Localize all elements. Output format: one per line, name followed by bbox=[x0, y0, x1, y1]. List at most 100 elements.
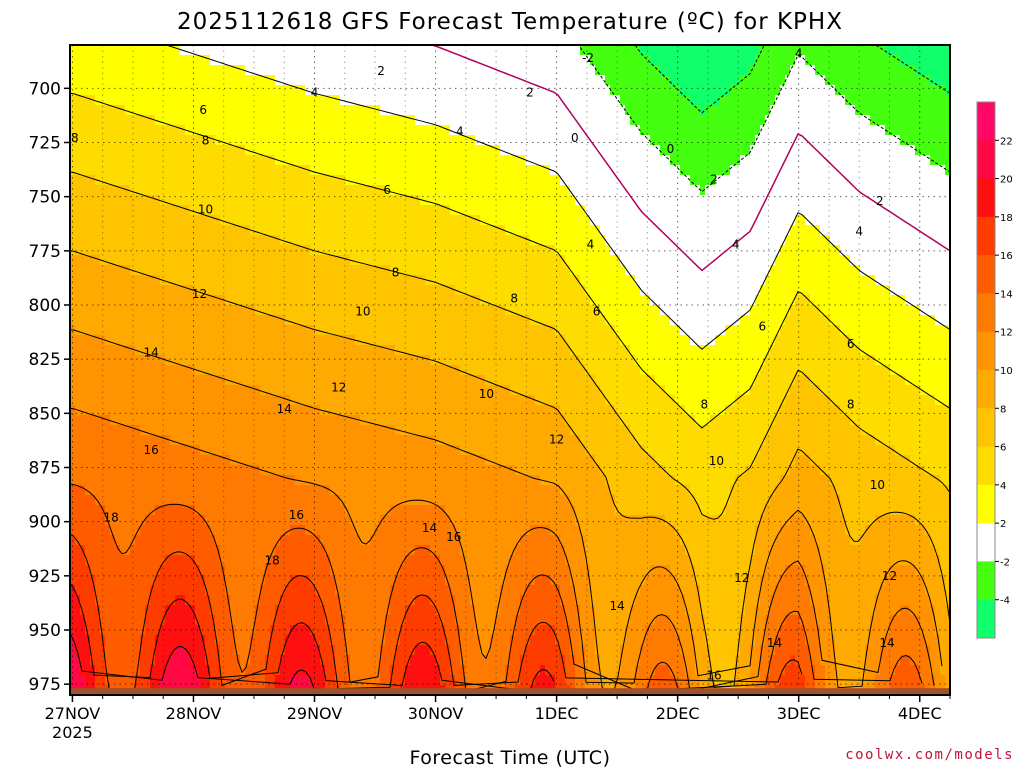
temperature-cell bbox=[180, 245, 186, 256]
temperature-cell bbox=[225, 545, 231, 556]
temperature-cell bbox=[135, 365, 141, 376]
temperature-cell bbox=[185, 515, 191, 526]
temperature-cell bbox=[315, 125, 321, 136]
temperature-cell bbox=[175, 605, 181, 616]
temperature-cell bbox=[395, 155, 401, 166]
temperature-cell bbox=[345, 675, 351, 686]
temperature-cell bbox=[265, 95, 271, 106]
temperature-cell bbox=[315, 345, 321, 356]
temperature-cell bbox=[310, 345, 316, 356]
temperature-cell bbox=[360, 585, 366, 596]
temperature-cell bbox=[370, 215, 376, 226]
temperature-cell bbox=[430, 255, 436, 266]
temperature-cell bbox=[300, 315, 306, 326]
temperature-cell bbox=[370, 235, 376, 246]
temperature-cell bbox=[80, 285, 86, 296]
temperature-cell bbox=[450, 185, 456, 196]
temperature-cell bbox=[260, 135, 266, 146]
temperature-cell bbox=[280, 145, 286, 156]
temperature-cell bbox=[80, 235, 86, 246]
temperature-cell bbox=[140, 515, 146, 526]
temperature-cell bbox=[215, 145, 221, 156]
temperature-cell bbox=[120, 355, 126, 366]
temperature-cell bbox=[170, 355, 176, 366]
temperature-cell bbox=[235, 445, 241, 456]
temperature-cell bbox=[255, 555, 261, 566]
temperature-cell bbox=[270, 105, 276, 116]
temperature-cell bbox=[235, 665, 241, 676]
temperature-cell bbox=[355, 595, 361, 606]
temperature-cell bbox=[410, 405, 416, 416]
temperature-cell bbox=[135, 445, 141, 456]
temperature-cell bbox=[130, 165, 136, 176]
temperature-cell bbox=[300, 345, 306, 356]
temperature-cell bbox=[115, 245, 121, 256]
temperature-cell bbox=[345, 95, 351, 106]
temperature-cell bbox=[180, 285, 186, 296]
temperature-cell bbox=[75, 255, 81, 266]
temperature-cell bbox=[140, 185, 146, 196]
temperature-cell bbox=[440, 445, 446, 456]
temperature-cell bbox=[95, 555, 101, 566]
temperature-cell bbox=[375, 75, 381, 86]
temperature-cell bbox=[330, 525, 336, 536]
temperature-cell bbox=[335, 65, 341, 76]
temperature-cell bbox=[445, 515, 451, 526]
temperature-cell bbox=[400, 85, 406, 96]
temperature-cell bbox=[255, 455, 261, 466]
temperature-cell bbox=[255, 525, 261, 536]
temperature-cell bbox=[155, 245, 161, 256]
temperature-cell bbox=[240, 215, 246, 226]
temperature-cell bbox=[235, 125, 241, 136]
temperature-cell bbox=[300, 395, 306, 406]
temperature-cell bbox=[115, 475, 121, 486]
temperature-cell bbox=[245, 635, 251, 646]
temperature-cell bbox=[365, 495, 371, 506]
temperature-cell bbox=[230, 45, 236, 56]
temperature-cell bbox=[150, 375, 156, 386]
temperature-cell bbox=[355, 365, 361, 376]
temperature-cell bbox=[310, 165, 316, 176]
temperature-cell bbox=[125, 105, 131, 116]
temperature-cell bbox=[290, 95, 296, 106]
temperature-cell bbox=[320, 255, 326, 266]
temperature-cell bbox=[395, 435, 401, 446]
temperature-cell bbox=[330, 165, 336, 176]
temperature-cell bbox=[80, 635, 86, 646]
temperature-cell bbox=[205, 125, 211, 136]
temperature-cell bbox=[420, 285, 426, 296]
temperature-cell bbox=[235, 335, 241, 346]
temperature-cell bbox=[105, 615, 111, 626]
temperature-cell bbox=[360, 545, 366, 556]
temperature-cell bbox=[340, 405, 346, 416]
temperature-cell bbox=[285, 295, 291, 306]
temperature-cell bbox=[345, 155, 351, 166]
temperature-cell bbox=[115, 405, 121, 416]
temperature-cell bbox=[335, 285, 341, 296]
temperature-cell bbox=[105, 95, 111, 106]
temperature-cell bbox=[285, 145, 291, 156]
temperature-cell bbox=[155, 645, 161, 656]
temperature-cell bbox=[380, 85, 386, 96]
temperature-cell bbox=[355, 485, 361, 496]
temperature-cell bbox=[95, 165, 101, 176]
temperature-cell bbox=[215, 335, 221, 346]
temperature-cell bbox=[285, 305, 291, 316]
temperature-cell bbox=[215, 315, 221, 326]
temperature-cell bbox=[340, 145, 346, 156]
temperature-cell bbox=[220, 105, 226, 116]
temperature-cell bbox=[390, 365, 396, 376]
temperature-cell bbox=[405, 555, 411, 566]
temperature-cell bbox=[190, 125, 196, 136]
temperature-cell bbox=[230, 275, 236, 286]
temperature-cell bbox=[155, 365, 161, 376]
temperature-cell bbox=[200, 645, 206, 656]
temperature-cell bbox=[185, 105, 191, 116]
temperature-cell bbox=[340, 415, 346, 426]
temperature-cell bbox=[365, 535, 371, 546]
temperature-cell bbox=[390, 65, 396, 76]
temperature-cell bbox=[365, 95, 371, 106]
temperature-cell bbox=[355, 535, 361, 546]
temperature-cell bbox=[285, 275, 291, 286]
temperature-cell bbox=[345, 235, 351, 246]
